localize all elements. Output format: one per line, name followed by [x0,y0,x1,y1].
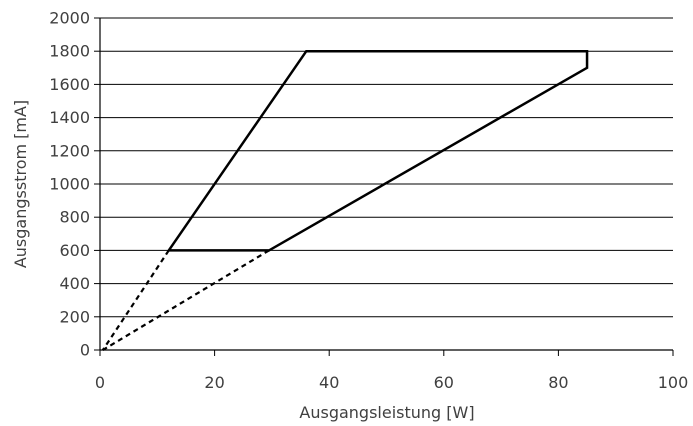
solid-series-line [167,49,589,252]
dashed-series-line [102,249,270,351]
y-tick-label: 400 [59,274,90,293]
y-tick-label: 1800 [49,42,90,61]
y-tick-label: 800 [59,208,90,227]
dashed-series-line [101,249,170,351]
y-tick-label: 600 [59,241,90,260]
series [101,49,589,351]
x-tick-label: 0 [95,373,105,392]
y-tick-label: 0 [80,341,90,360]
x-axis-title: Ausgangsleistung [W] [299,403,474,422]
y-tick-label: 2000 [49,9,90,28]
y-axis-title: Ausgangsstrom [mA] [11,100,30,268]
tick-labels: 0 200 400 600 800 1000 1200 1400 1600 1800 2000 0 20… [49,9,688,393]
y-tick-label: 1200 [49,141,90,160]
y-tick-label: 1000 [49,175,90,194]
x-tick-label: 40 [319,373,339,392]
y-tick-label: 1400 [49,108,90,127]
x-tick-label: 60 [434,373,454,392]
axes [94,17,674,356]
x-tick-label: 20 [204,373,224,392]
x-tick-label: 80 [548,373,568,392]
x-tick-label: 100 [658,373,689,392]
y-tick-label: 200 [59,307,90,326]
y-tick-label: 1600 [49,75,90,94]
